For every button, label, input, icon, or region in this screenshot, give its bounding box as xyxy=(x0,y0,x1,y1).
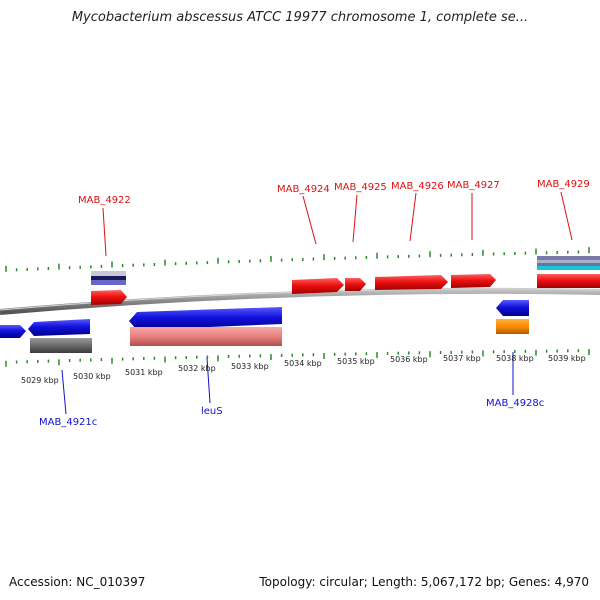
gene-label-mab-4928c[interactable]: MAB_4928c xyxy=(486,398,544,409)
scale-label: 5038 kbp xyxy=(496,354,534,363)
gene-arrow-reverse[interactable] xyxy=(28,319,90,336)
leader-line xyxy=(560,191,573,241)
leader-line xyxy=(302,195,317,245)
gene-arrow-mab-4927[interactable] xyxy=(451,274,496,288)
scale-label: 5035 kbp xyxy=(337,357,375,366)
scale-label: 5029 kbp xyxy=(21,376,59,385)
scale-label: 5036 kbp xyxy=(390,355,428,364)
lower-tick-row xyxy=(5,349,590,367)
gene-arrow-mab-4924[interactable] xyxy=(292,278,344,294)
gene-block-gray[interactable] xyxy=(30,338,92,353)
gene-label-mab-4926[interactable]: MAB_4926 xyxy=(391,181,444,192)
map-title: Mycobacterium abscessus ATCC 19977 chrom… xyxy=(71,10,529,25)
gene-stack-mab-4929[interactable] xyxy=(537,256,600,270)
gene-arrow-mab-4922[interactable] xyxy=(91,290,127,305)
gene-label-mab-4921c[interactable]: MAB_4921c xyxy=(39,417,97,428)
accession-text: Accession: NC_010397 xyxy=(9,575,146,589)
gene-label-mab-4929[interactable]: MAB_4929 xyxy=(537,179,590,190)
gene-label-mab-4924[interactable]: MAB_4924 xyxy=(277,184,330,195)
gene-label-mab-4922[interactable]: MAB_4922 xyxy=(78,195,131,206)
chromosome-backbone xyxy=(0,287,600,315)
scale-label: 5034 kbp xyxy=(284,359,322,368)
leader-line xyxy=(102,207,107,257)
genome-summary-text: Topology: circular; Length: 5,067,172 bp… xyxy=(259,575,589,589)
leader-line xyxy=(352,194,358,243)
scale-label: 5032 kbp xyxy=(178,364,216,373)
gene-stack-mab-4922[interactable] xyxy=(91,271,126,285)
gene-label-mab-4925[interactable]: MAB_4925 xyxy=(334,182,387,193)
leader-line xyxy=(61,369,67,415)
gene-arrow-mab-4929[interactable] xyxy=(537,274,600,288)
scale-label: 5031 kbp xyxy=(125,368,163,377)
gene-arrow-reverse[interactable] xyxy=(0,325,26,338)
gene-arrow-mab-4928c[interactable] xyxy=(496,300,529,316)
gene-block-pink[interactable] xyxy=(130,327,282,346)
scale-label: 5039 kbp xyxy=(548,354,586,363)
upper-tick-row xyxy=(5,247,590,272)
scale-label: 5033 kbp xyxy=(231,362,269,371)
gene-block-orange[interactable] xyxy=(496,319,529,334)
leader-line xyxy=(409,192,417,242)
scale-labels: 5029 kbp 5030 kbp 5031 kbp 5032 kbp 5033… xyxy=(21,354,586,385)
scale-label: 5037 kbp xyxy=(443,354,481,363)
gene-arrow-mab-4926[interactable] xyxy=(375,275,448,290)
leader-line xyxy=(206,357,211,404)
gene-arrow-mab-4925[interactable] xyxy=(345,278,366,291)
gene-label-leus[interactable]: leuS xyxy=(201,406,223,417)
scale-label: 5030 kbp xyxy=(73,372,111,381)
gene-arrow-leuS[interactable] xyxy=(129,307,282,330)
gene-label-mab-4927[interactable]: MAB_4927 xyxy=(447,180,500,191)
